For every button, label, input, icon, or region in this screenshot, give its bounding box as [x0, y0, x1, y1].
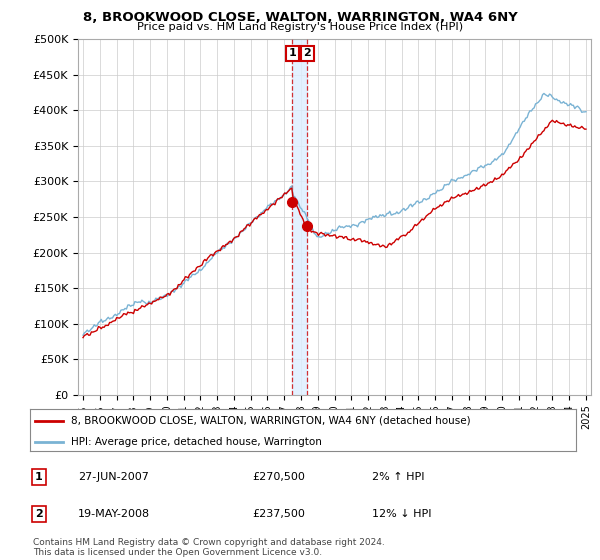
Text: 1: 1	[35, 472, 43, 482]
Text: 8, BROOKWOOD CLOSE, WALTON, WARRINGTON, WA4 6NY: 8, BROOKWOOD CLOSE, WALTON, WARRINGTON, …	[83, 11, 517, 24]
Text: 27-JUN-2007: 27-JUN-2007	[78, 472, 149, 482]
Text: HPI: Average price, detached house, Warrington: HPI: Average price, detached house, Warr…	[71, 437, 322, 446]
Text: 2% ↑ HPI: 2% ↑ HPI	[372, 472, 425, 482]
Text: 1: 1	[289, 48, 296, 58]
Text: Price paid vs. HM Land Registry's House Price Index (HPI): Price paid vs. HM Land Registry's House …	[137, 22, 463, 32]
Text: 12% ↓ HPI: 12% ↓ HPI	[372, 509, 431, 519]
Text: 8, BROOKWOOD CLOSE, WALTON, WARRINGTON, WA4 6NY (detached house): 8, BROOKWOOD CLOSE, WALTON, WARRINGTON, …	[71, 416, 470, 426]
Text: Contains HM Land Registry data © Crown copyright and database right 2024.
This d: Contains HM Land Registry data © Crown c…	[33, 538, 385, 557]
Text: £237,500: £237,500	[252, 509, 305, 519]
Bar	[292, 39, 307, 395]
Text: 2: 2	[304, 48, 311, 58]
Text: £270,500: £270,500	[252, 472, 305, 482]
Text: 19-MAY-2008: 19-MAY-2008	[78, 509, 150, 519]
Text: 2: 2	[35, 509, 43, 519]
